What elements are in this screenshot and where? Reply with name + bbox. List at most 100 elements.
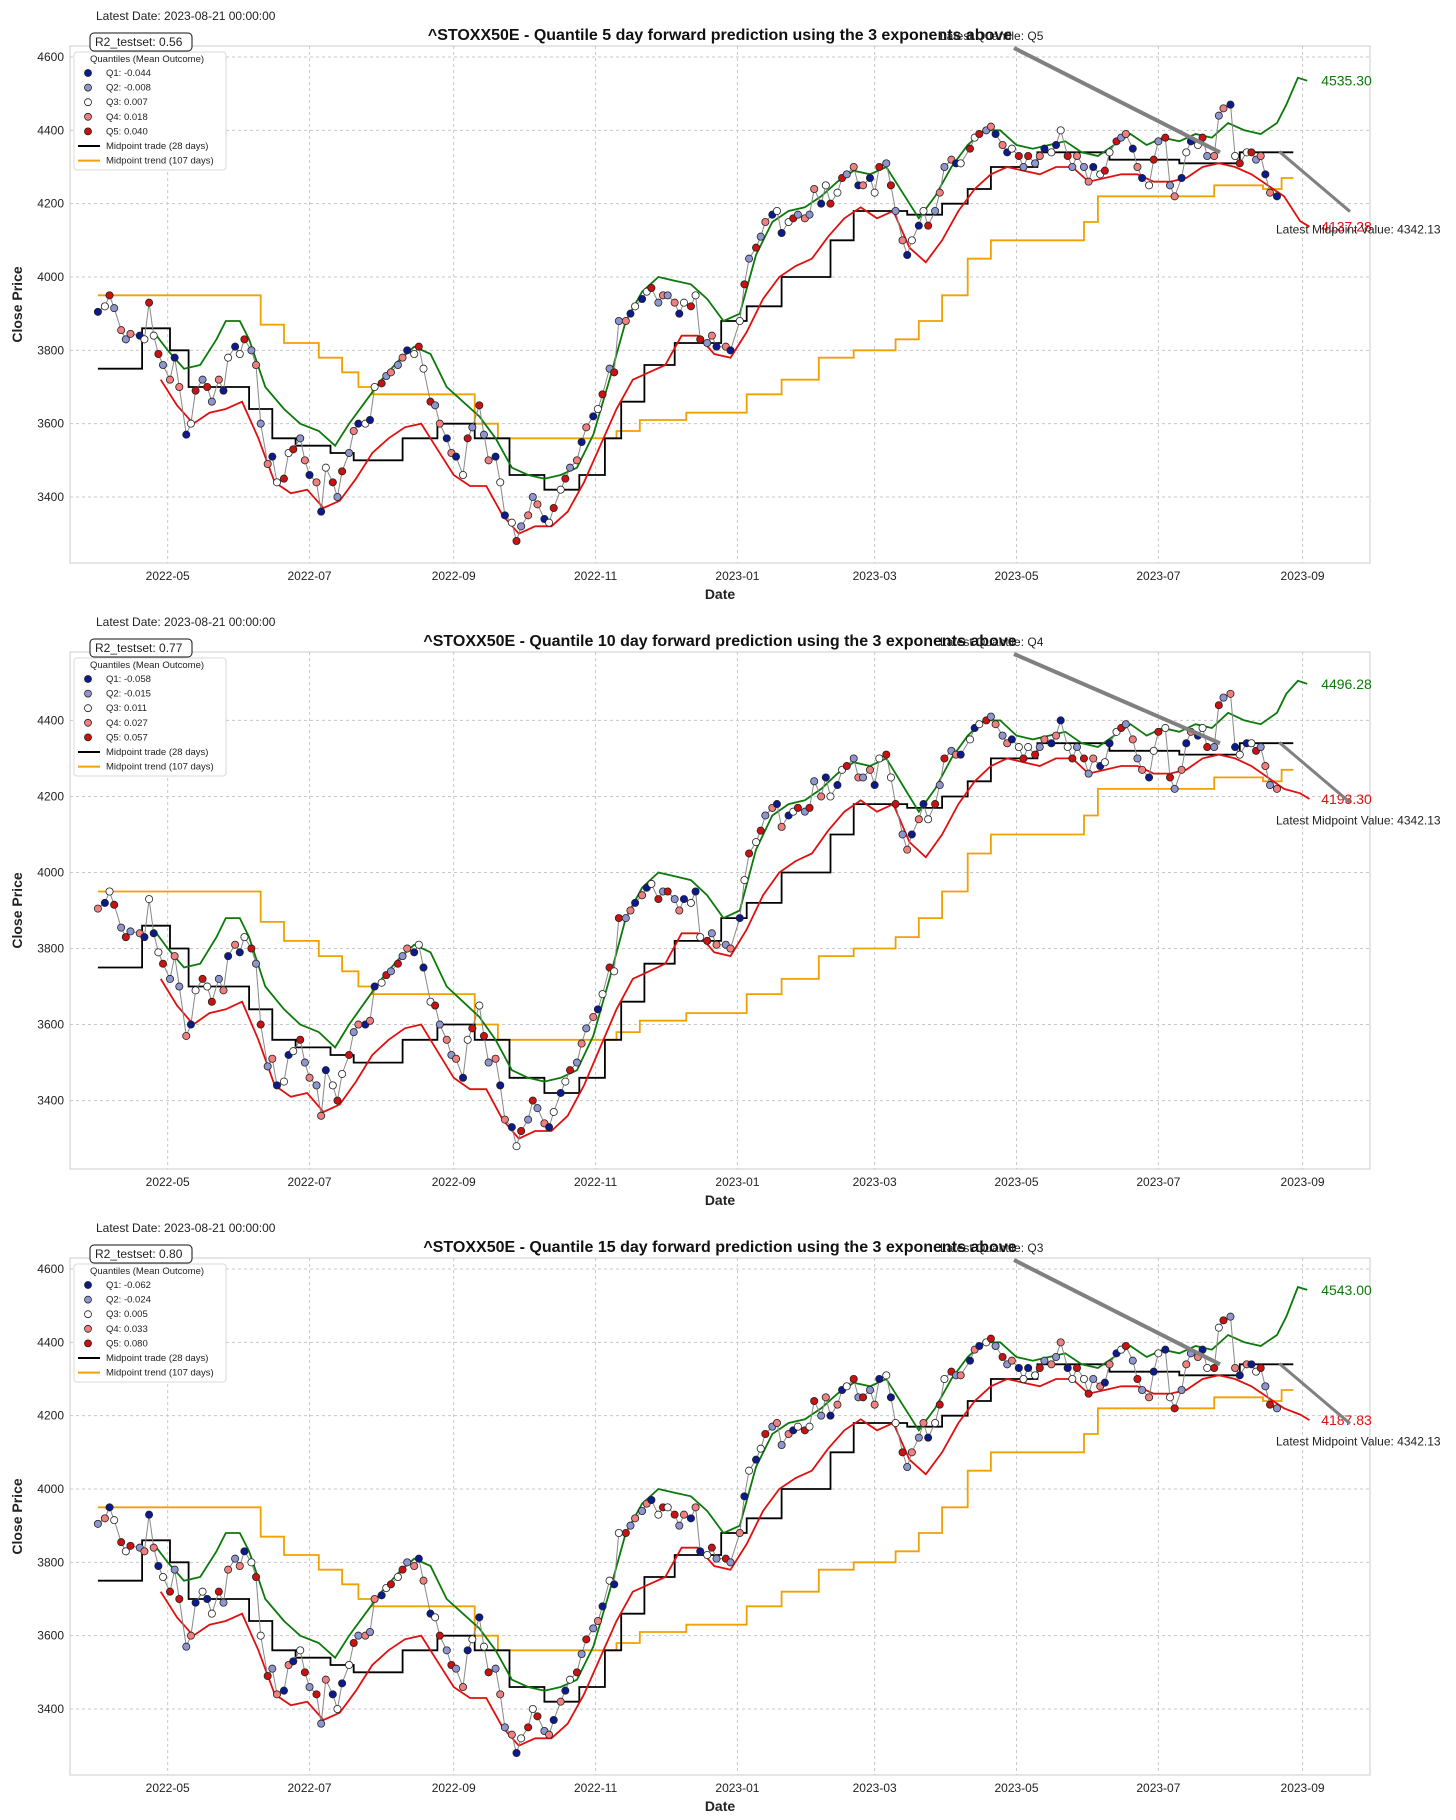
quantile-point — [833, 188, 842, 197]
quantile-point — [296, 1646, 305, 1655]
quantile-point — [703, 1550, 712, 1559]
quantile-point — [924, 815, 933, 824]
quantile-point — [1161, 1345, 1170, 1354]
quantile-point — [761, 1429, 770, 1438]
quantile-point — [1040, 1356, 1049, 1365]
quantile-point — [691, 1503, 700, 1512]
midpoint-trade-line — [97, 151, 1294, 491]
quantile-point — [149, 1543, 158, 1552]
quantile-point — [1203, 151, 1212, 160]
chart-panel-2: 3400 3600 3800 4000 4200 4400 2022-05 2022-07 20… — [0, 606, 1456, 1212]
quantile-point — [159, 959, 168, 968]
quantile-point — [145, 895, 154, 904]
quantile-point — [975, 720, 984, 729]
quantile-point — [1182, 1360, 1191, 1369]
quantile-point — [817, 199, 826, 208]
quantile-point — [1161, 724, 1170, 733]
quantile-point — [528, 1704, 537, 1713]
y-tick-label: 4200 — [37, 789, 64, 803]
quantile-point — [986, 122, 995, 131]
quantile-point — [621, 914, 630, 923]
quantile-point — [752, 838, 761, 847]
quantile-point — [1133, 754, 1142, 763]
quantile-point — [898, 1448, 907, 1457]
quantile-point — [1203, 743, 1212, 752]
quantile-point — [577, 437, 586, 446]
legend-entry: Q1: -0.058 — [106, 674, 151, 685]
quantile-point — [866, 765, 875, 774]
quantile-point — [1084, 1389, 1093, 1398]
quantile-point — [1198, 724, 1207, 733]
quantile-point — [207, 997, 216, 1006]
quantile-point — [321, 1066, 330, 1075]
quantile-point — [593, 404, 602, 413]
quantile-point — [321, 1675, 330, 1684]
quantile-point — [256, 1631, 265, 1640]
quantile-point — [312, 1081, 321, 1090]
quantile-point — [186, 1631, 195, 1640]
quantile-point — [105, 887, 114, 896]
quantile-point — [675, 1521, 684, 1530]
quantile-point — [793, 1422, 802, 1431]
midpoint-arrow — [1278, 741, 1351, 804]
quantile-point — [93, 1519, 102, 1528]
quantile-point — [686, 302, 695, 311]
quantile-point — [805, 803, 814, 812]
quantile-point — [338, 1069, 347, 1078]
quantile-point — [1177, 1385, 1186, 1394]
quantile-point — [572, 456, 581, 465]
r2-box — [89, 32, 193, 52]
quantile-point — [268, 452, 277, 461]
quantile-point — [1079, 754, 1088, 763]
quantile-point — [745, 254, 754, 263]
legend-entry: Q3: 0.005 — [106, 1309, 148, 1320]
quantile-point — [126, 329, 135, 338]
y-tick-label: 4000 — [37, 1482, 64, 1496]
r2-box — [89, 638, 193, 658]
quantile-point — [870, 188, 879, 197]
x-tick-label: 2022-05 — [146, 569, 190, 583]
quantile-point — [198, 974, 207, 983]
quantile-point — [500, 511, 509, 520]
quantile-point — [589, 1012, 598, 1021]
quantile-point — [772, 206, 781, 215]
quantile-point — [756, 826, 765, 835]
quantile-point — [1052, 731, 1061, 740]
quantile-point — [214, 974, 223, 983]
quantile-point — [517, 1734, 526, 1743]
quantile-point — [991, 720, 1000, 729]
quantile-point — [691, 291, 700, 300]
r2-box — [89, 1244, 193, 1264]
quantile-point — [398, 353, 407, 362]
quantile-point — [931, 800, 940, 809]
quantile-point — [610, 967, 619, 976]
quantile-point — [377, 1591, 386, 1600]
quantile-point — [956, 1371, 965, 1380]
quantile-point — [117, 923, 126, 932]
quantile-point — [442, 1646, 451, 1655]
quantile-point — [219, 986, 228, 995]
quantile-point — [186, 1020, 195, 1029]
quantile-point — [1105, 1360, 1114, 1369]
quantile-point — [614, 316, 623, 325]
quantile-point — [1214, 1323, 1223, 1332]
quantile-point — [435, 1020, 444, 1029]
legend-entry: Q2: -0.024 — [106, 1295, 151, 1306]
quantile-point — [935, 781, 944, 790]
quantile-point — [1056, 716, 1065, 725]
quantile-point — [1266, 1400, 1275, 1409]
quantile-point — [777, 822, 786, 831]
quantile-point — [1235, 159, 1244, 168]
quantile-point — [479, 1642, 488, 1651]
y-axis-label: Close Price — [9, 1478, 25, 1554]
quantile-point — [626, 906, 635, 915]
quantile-point — [524, 511, 533, 520]
quantile-point — [998, 1352, 1007, 1361]
quantile-point — [1226, 100, 1235, 109]
chart-title: ^STOXX50E - Quantile 5 day forward predi… — [428, 27, 1012, 44]
quantile-point — [528, 492, 537, 501]
quantile-point — [561, 1686, 570, 1695]
plot-area — [69, 45, 1371, 564]
quantile-point — [377, 379, 386, 388]
quantile-point — [182, 430, 191, 439]
